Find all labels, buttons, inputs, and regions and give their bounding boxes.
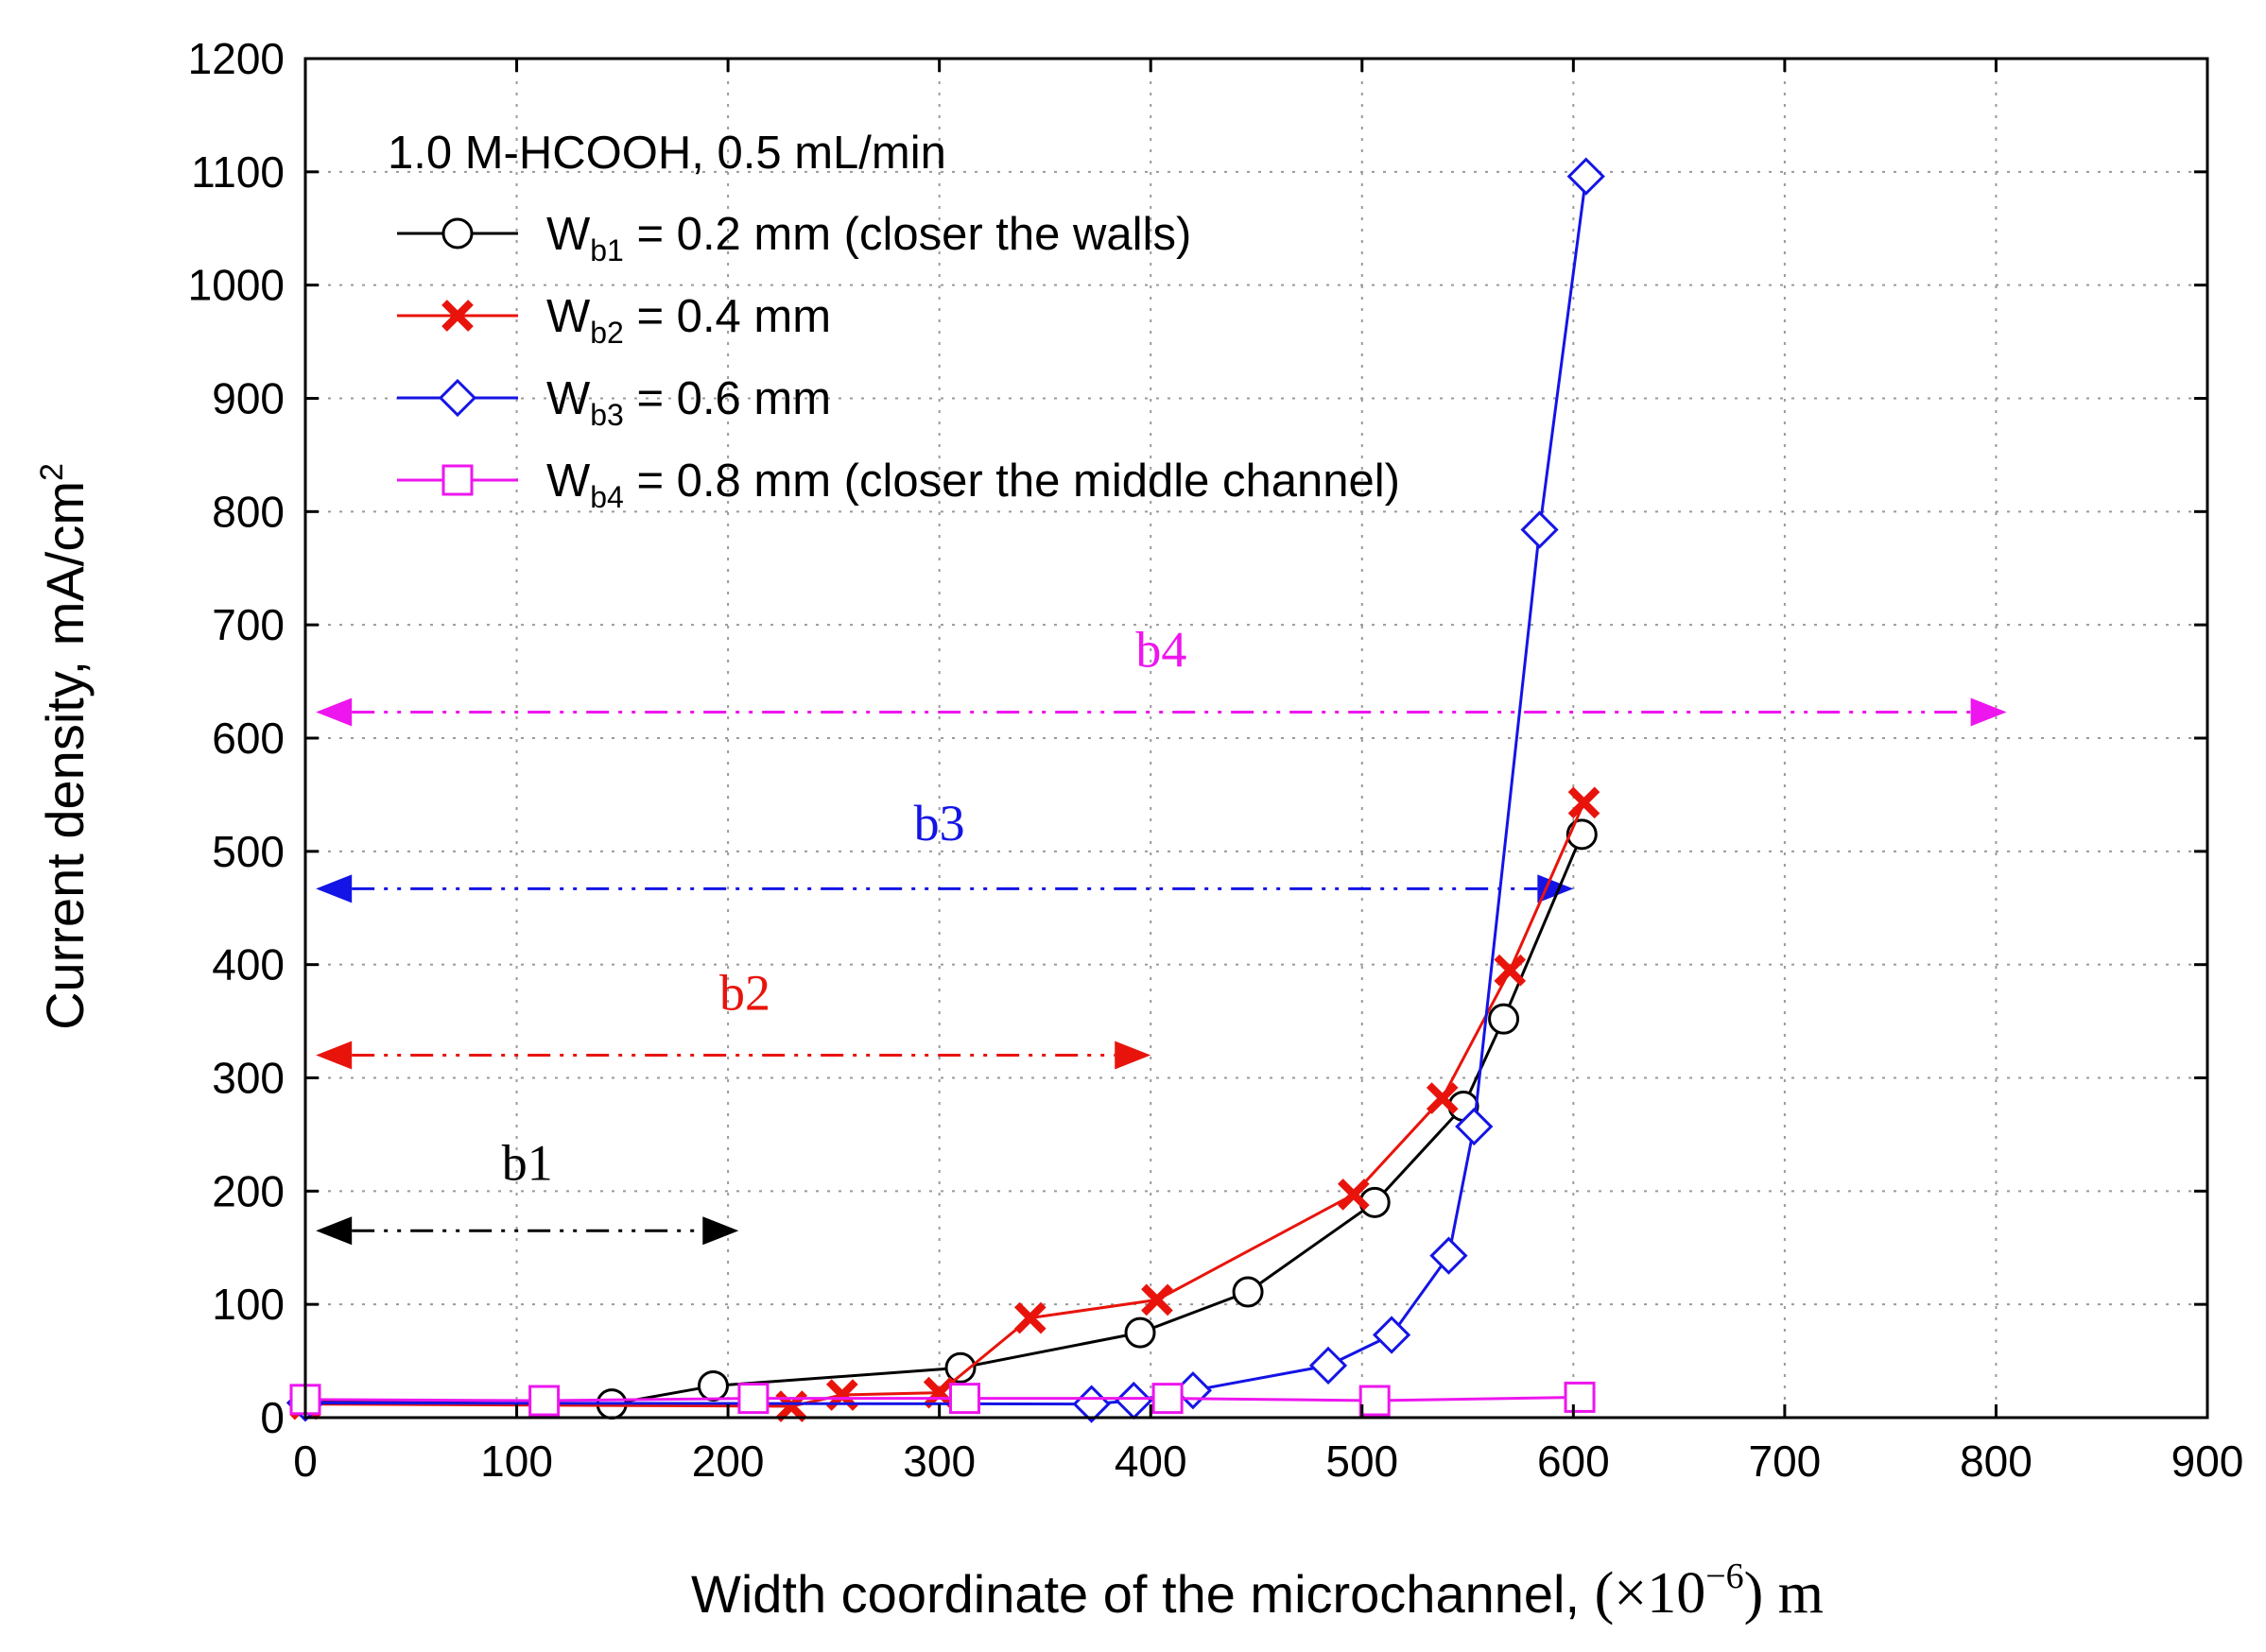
x-tick-label: 700	[1749, 1437, 1822, 1486]
legend-label: Wb4 = 0.8 mm (closer the middle channel)	[546, 456, 1400, 514]
x-tick-label: 900	[2171, 1437, 2244, 1486]
x-tick-label: 500	[1325, 1437, 1398, 1486]
data-point	[1115, 1381, 1153, 1420]
range-annotations: b1 b2 b3 b4	[316, 622, 2007, 1246]
legend-entry-4: Wb4 = 0.8 mm (closer the middle channel)	[397, 456, 1400, 514]
range-b4: b4	[316, 622, 2007, 727]
series-line	[304, 834, 1583, 1406]
legend-label: Wb1 = 0.2 mm (closer the walls)	[546, 209, 1191, 267]
data-point	[1488, 1003, 1520, 1035]
range-arrow-right	[1115, 1041, 1151, 1070]
data-point	[923, 1376, 956, 1409]
legend-marker	[441, 217, 474, 250]
data-point	[1151, 1383, 1184, 1415]
data-point	[1520, 510, 1559, 549]
legend-label: Wb2 = 0.4 mm	[546, 291, 831, 350]
x-tick-label: 200	[692, 1437, 765, 1486]
y-tick-label: 400	[212, 940, 285, 989]
x-tick-label: 800	[1960, 1437, 2032, 1486]
legend-entry-3: Wb3 = 0.6 mm	[397, 373, 831, 432]
range-label: b1	[502, 1134, 553, 1191]
data-series	[285, 157, 1605, 1423]
legend-entry-2: Wb2 = 0.4 mm	[397, 291, 831, 350]
y-tick-label: 700	[212, 600, 285, 649]
y-tick-label: 600	[212, 714, 285, 763]
y-tick-label: 1200	[188, 34, 285, 83]
x-tick-label: 300	[903, 1437, 976, 1486]
data-point	[1567, 786, 1600, 819]
legend-marker	[438, 378, 477, 418]
range-b1: b1	[316, 1134, 739, 1246]
y-tick-label: 200	[212, 1166, 285, 1215]
range-label: b2	[719, 965, 770, 1022]
data-point	[1455, 1107, 1494, 1146]
legend: 1.0 M-HCOOH, 0.5 mL/min Wb1 = 0.2 mm (cl…	[388, 128, 1400, 514]
data-point	[737, 1383, 770, 1415]
range-arrow-right	[702, 1216, 739, 1246]
y-axis-label: Current density, mA/cm2	[34, 463, 95, 1030]
data-point	[1426, 1082, 1459, 1114]
range-arrow-left	[316, 874, 353, 903]
data-point	[1338, 1179, 1370, 1211]
legend-marker	[441, 300, 474, 332]
y-tick-label: 1000	[188, 261, 285, 310]
data-point	[1308, 1346, 1348, 1385]
y-tick-label: 100	[212, 1280, 285, 1329]
data-point	[1372, 1316, 1411, 1354]
x-tick-label: 600	[1537, 1437, 1610, 1486]
data-point	[1565, 818, 1598, 851]
series-line	[304, 176, 1588, 1406]
data-point	[1124, 1316, 1156, 1349]
y-tick-label: 1100	[191, 147, 285, 197]
range-arrow-left	[316, 1041, 353, 1070]
series-line	[304, 801, 1585, 1408]
data-point	[948, 1383, 980, 1415]
legend-label: Wb3 = 0.6 mm	[546, 373, 831, 432]
data-point	[1141, 1283, 1173, 1316]
x-axis-label: Width coordinate of the microchannel, (×…	[691, 1557, 1824, 1626]
x-tick-label: 0	[293, 1437, 318, 1486]
data-point	[697, 1369, 729, 1402]
range-label: b3	[914, 795, 965, 852]
series-2	[289, 786, 1600, 1422]
data-point	[1429, 1236, 1468, 1275]
data-point	[1566, 157, 1605, 196]
range-arrow-left	[316, 697, 353, 727]
y-tick-label: 500	[212, 827, 285, 876]
data-point	[1564, 1381, 1596, 1413]
legend-title: 1.0 M-HCOOH, 0.5 mL/min	[388, 128, 946, 179]
legend-entry-1: Wb1 = 0.2 mm (closer the walls)	[397, 209, 1191, 267]
range-arrow-left	[316, 1216, 353, 1246]
data-point	[1232, 1276, 1264, 1308]
range-b2: b2	[316, 965, 1151, 1070]
legend-marker	[441, 464, 474, 496]
data-point	[1358, 1385, 1391, 1417]
x-tick-label: 100	[480, 1437, 553, 1486]
data-point	[1494, 954, 1527, 987]
y-tick-label: 0	[260, 1393, 285, 1442]
range-arrow-right	[1537, 874, 1574, 903]
y-tick-label: 900	[212, 374, 285, 423]
data-point	[528, 1385, 561, 1417]
x-tick-label: 400	[1115, 1437, 1187, 1486]
data-point	[1072, 1385, 1111, 1423]
axis-ticks: 0 100 200 300 400 500 600 700 800 900 0 100 200 300 40…	[188, 34, 2244, 1486]
y-tick-label: 800	[212, 487, 285, 536]
range-b3: b3	[316, 795, 1574, 903]
range-arrow-right	[1970, 697, 2007, 727]
range-label: b4	[1135, 622, 1186, 679]
data-point	[944, 1351, 977, 1384]
data-point	[1013, 1301, 1047, 1334]
y-tick-label: 300	[212, 1054, 285, 1103]
